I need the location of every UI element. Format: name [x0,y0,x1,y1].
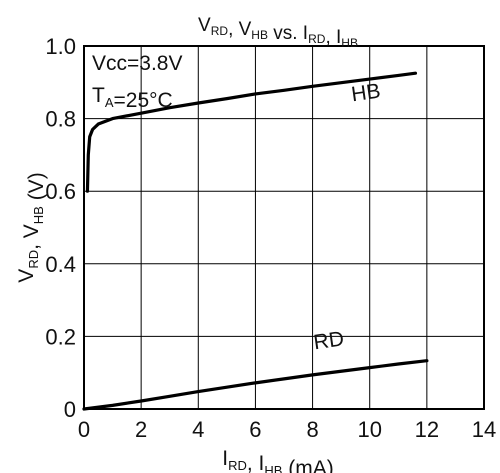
x-axis-label: IRD, IHB (mA) [222,447,334,473]
series-line-rd [82,359,429,411]
x-tick-label: 8 [306,417,318,442]
x-tick-label: 12 [415,417,439,442]
x-tick-label: 14 [472,417,496,442]
conditions-vcc: Vcc=3.8V [92,52,182,75]
conditions-temperature: TA=25°C [92,84,173,112]
chart-title: VRD, VHB vs. IRD, IHB [198,15,358,50]
plot-frame [83,45,485,410]
y-tick-label: 1.0 [45,34,76,59]
series-label-rd: RD [312,327,345,354]
x-tick-label: 4 [192,417,204,442]
y-tick-label: 0.6 [45,179,76,204]
series-label-hb: HB [350,80,382,107]
x-tick-label: 6 [249,417,261,442]
x-tick-label: 2 [135,417,147,442]
y-tick-label: 0.2 [45,324,76,349]
y-tick-label: 0.8 [45,107,76,132]
y-tick-label: 0.4 [45,252,76,277]
x-tick-label: 0 [78,417,90,442]
y-axis-label: VRD, VHB (V) [15,172,48,282]
axis-ticks: 0 2 4 6 8 10 12 14 0 0.2 0.4 0.6 0.8 1.0 [45,34,496,442]
y-tick-label: 0 [64,397,76,422]
text-labels: VRD, VHB vs. IRD, IHB IRD, IHB (mA) VRD, V… [15,15,382,473]
x-tick-label: 10 [357,417,381,442]
series [82,71,429,411]
series-line-hb [85,71,418,193]
